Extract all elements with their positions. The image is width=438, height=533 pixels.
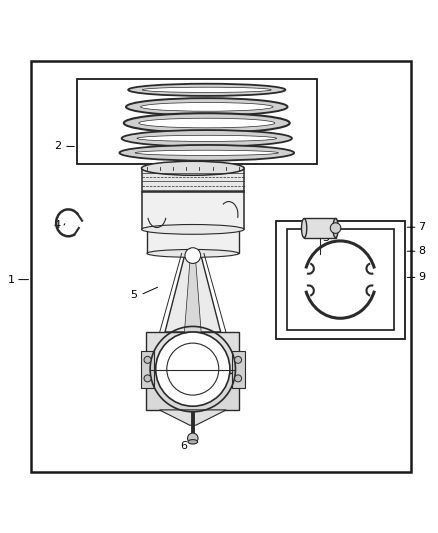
Bar bbox=[147, 229, 239, 253]
Ellipse shape bbox=[333, 219, 338, 238]
Ellipse shape bbox=[128, 84, 286, 96]
Bar bbox=[276, 221, 405, 338]
Ellipse shape bbox=[120, 145, 294, 160]
Ellipse shape bbox=[124, 113, 290, 133]
Text: 8: 8 bbox=[418, 246, 426, 256]
Bar bbox=[232, 351, 245, 387]
Ellipse shape bbox=[141, 224, 244, 235]
Ellipse shape bbox=[139, 118, 275, 128]
Circle shape bbox=[167, 343, 219, 395]
Circle shape bbox=[235, 357, 242, 364]
Bar bbox=[141, 168, 244, 192]
Polygon shape bbox=[184, 253, 201, 332]
Text: 7: 7 bbox=[418, 222, 426, 232]
Ellipse shape bbox=[188, 440, 198, 444]
Ellipse shape bbox=[142, 87, 271, 92]
Text: 3: 3 bbox=[322, 233, 329, 243]
Text: 1: 1 bbox=[8, 274, 15, 285]
Circle shape bbox=[235, 375, 242, 382]
Ellipse shape bbox=[141, 161, 244, 175]
Bar bbox=[146, 373, 239, 410]
Text: 9: 9 bbox=[418, 272, 426, 282]
Ellipse shape bbox=[141, 102, 273, 111]
Bar bbox=[146, 332, 239, 373]
Circle shape bbox=[155, 332, 230, 406]
Polygon shape bbox=[159, 410, 226, 425]
Text: 2: 2 bbox=[54, 141, 61, 151]
Ellipse shape bbox=[122, 130, 292, 147]
Bar bbox=[287, 229, 394, 330]
Text: 6: 6 bbox=[180, 440, 187, 450]
Bar bbox=[77, 79, 317, 164]
Ellipse shape bbox=[301, 219, 307, 238]
Circle shape bbox=[144, 357, 151, 364]
Bar bbox=[141, 192, 244, 229]
Circle shape bbox=[185, 248, 201, 263]
Ellipse shape bbox=[147, 249, 239, 257]
Circle shape bbox=[330, 223, 341, 233]
Polygon shape bbox=[165, 253, 221, 332]
Ellipse shape bbox=[137, 135, 276, 141]
Bar bbox=[304, 219, 336, 238]
Bar bbox=[31, 61, 411, 472]
Ellipse shape bbox=[126, 98, 288, 116]
Text: 4: 4 bbox=[54, 220, 61, 230]
Bar bbox=[141, 351, 154, 387]
Ellipse shape bbox=[135, 150, 279, 156]
Text: 5: 5 bbox=[131, 290, 138, 300]
Circle shape bbox=[187, 433, 198, 443]
Circle shape bbox=[144, 375, 151, 382]
